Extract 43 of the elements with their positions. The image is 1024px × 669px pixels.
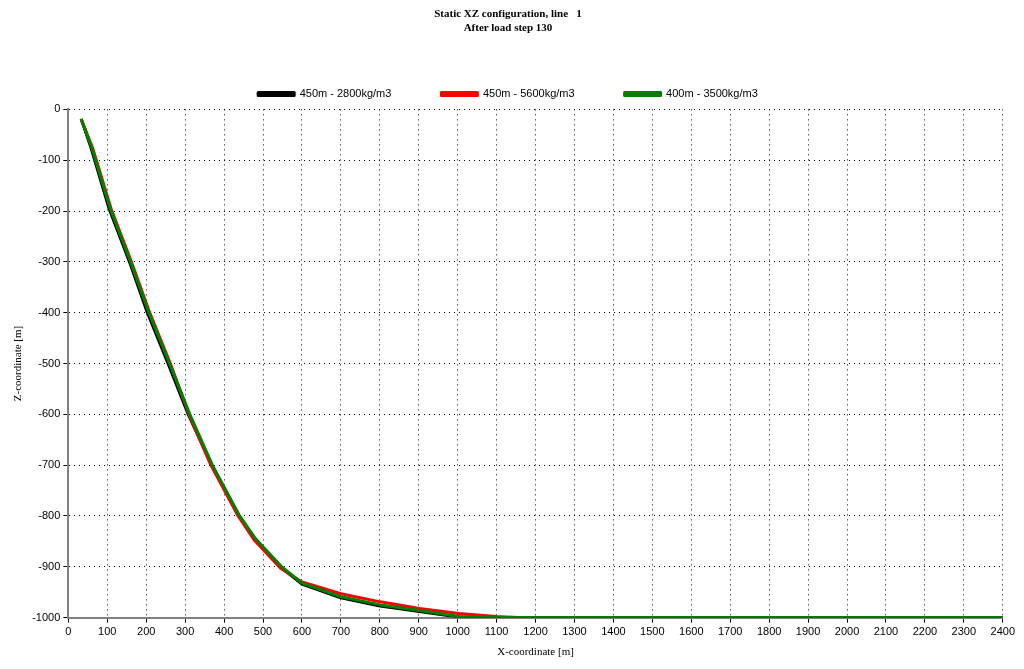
x-tick-label: 2100 <box>873 625 899 638</box>
x-axis-title: X-coordinate [m] <box>497 645 574 658</box>
y-tick-label: -700 <box>38 458 61 471</box>
x-tick-label: 1800 <box>756 625 782 638</box>
legend-label: 450m - 2800kg/m3 <box>299 86 392 99</box>
y-tick-label: -100 <box>38 153 61 166</box>
x-tick-label: 700 <box>331 625 351 638</box>
x-tick-label: 1100 <box>484 625 509 638</box>
chart-subtitle: After load step 130 <box>463 20 553 33</box>
y-tick-label: -200 <box>38 204 61 217</box>
x-tick-label: 1500 <box>640 625 665 638</box>
x-tick-label: 300 <box>175 625 195 638</box>
x-tick-label: 2000 <box>834 625 860 638</box>
x-tick-label: 500 <box>253 625 273 638</box>
legend-label: 450m - 5600kg/m3 <box>482 86 575 99</box>
x-tick-label: 1300 <box>562 625 587 638</box>
y-tick-label: 0 <box>54 102 61 115</box>
x-tick-label: 800 <box>370 625 389 638</box>
chart-title: Static XZ configuration, line 1 <box>434 7 582 20</box>
x-tick-label: 1000 <box>445 625 470 638</box>
y-tick-label: -1000 <box>32 610 61 623</box>
y-tick-label: -900 <box>38 559 61 572</box>
y-tick-label: -300 <box>38 254 61 267</box>
x-tick-label: 2300 <box>951 625 977 638</box>
x-tick-label: 2200 <box>912 625 938 638</box>
x-tick-label: 1700 <box>717 625 743 638</box>
x-tick-label: 2400 <box>990 625 1016 638</box>
y-axis-title: Z-coordinate [m] <box>11 325 24 402</box>
x-tick-label: 900 <box>409 625 428 638</box>
y-tick-label: -600 <box>38 407 61 420</box>
x-tick-label: 1600 <box>679 625 704 638</box>
x-tick-label: 400 <box>214 625 234 638</box>
x-tick-label: 1200 <box>523 625 548 638</box>
x-tick-label: 1900 <box>795 625 821 638</box>
x-tick-label: 1400 <box>601 625 626 638</box>
x-tick-label: 200 <box>137 625 156 638</box>
legend-label: 400m - 3500kg/m3 <box>666 86 758 99</box>
x-tick-label: 0 <box>65 625 72 638</box>
y-tick-label: -500 <box>38 356 61 369</box>
y-tick-label: -800 <box>38 508 61 521</box>
x-tick-label: 100 <box>98 625 117 638</box>
y-tick-label: -400 <box>38 305 61 318</box>
x-tick-label: 600 <box>292 625 312 638</box>
